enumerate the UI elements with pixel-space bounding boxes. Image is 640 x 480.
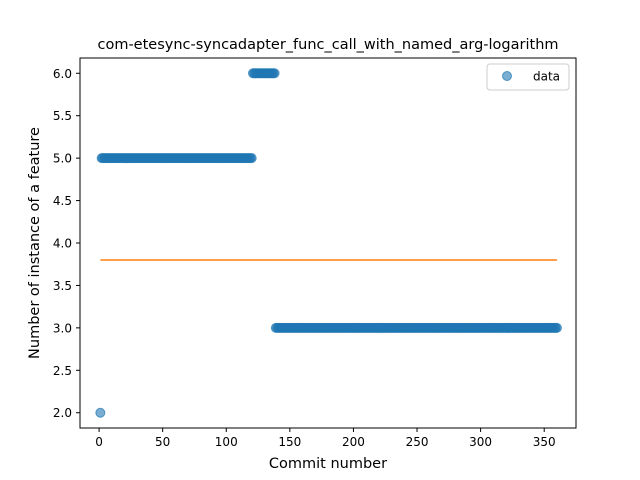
data-point [246, 153, 257, 164]
x-tick-label: 200 [342, 435, 365, 449]
x-tick-label: 300 [469, 435, 492, 449]
data-point [95, 407, 106, 418]
x-axis-ticks: 0 50 100 150 200 250 300 350 [95, 428, 556, 449]
y-tick-label: 3.5 [53, 279, 72, 293]
y-tick-label: 4.5 [53, 194, 72, 208]
y-tick-label: 5.5 [53, 109, 72, 123]
y-tick-label: 3.0 [53, 321, 72, 335]
plot-area [80, 58, 576, 428]
y-tick-label: 2.5 [53, 364, 72, 378]
x-tick-label: 250 [406, 435, 429, 449]
x-tick-label: 50 [155, 435, 170, 449]
legend-frame [486, 63, 570, 91]
y-axis-ticks: 2.0 2.5 3.0 3.5 4.0 4.5 5.0 5.5 6.0 [53, 67, 80, 420]
y-tick-label: 2.0 [53, 406, 72, 420]
x-tick-label: 150 [278, 435, 301, 449]
data-point [551, 322, 562, 333]
data-point [269, 68, 280, 79]
legend: data [486, 63, 570, 91]
legend-label-data: data [533, 70, 560, 84]
x-tick-label: 0 [95, 435, 103, 449]
chart-marks [95, 68, 562, 418]
x-axis-label: Commit number [269, 456, 387, 472]
chart-title: com-etesync-syncadapter_func_call_with_n… [97, 37, 558, 53]
y-tick-label: 5.0 [53, 152, 72, 166]
y-tick-label: 4.0 [53, 237, 72, 251]
y-axis-label: Number of instance of a feature [27, 127, 43, 359]
y-tick-label: 6.0 [53, 67, 72, 81]
x-tick-label: 350 [533, 435, 556, 449]
legend-marker-data [502, 71, 512, 81]
x-tick-label: 100 [215, 435, 238, 449]
